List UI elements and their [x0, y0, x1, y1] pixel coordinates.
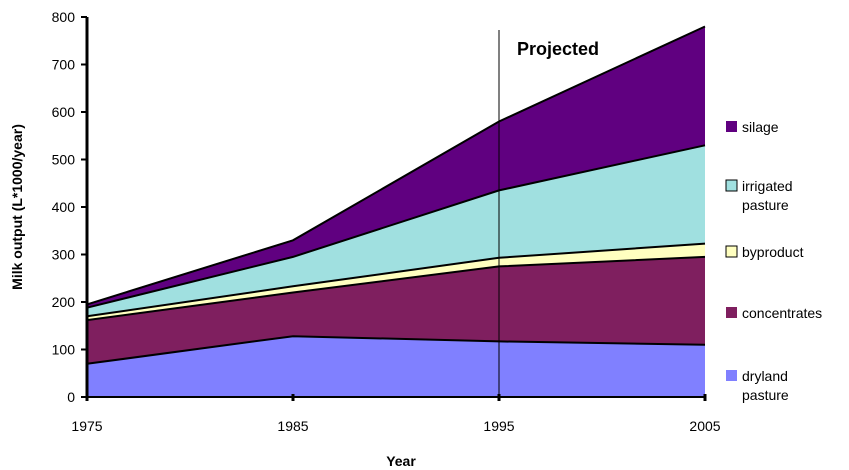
legend-swatch — [726, 307, 737, 318]
outline-byproduct — [86, 242, 706, 318]
outline-irrigated-pasture — [86, 144, 706, 309]
legend-swatch — [726, 121, 737, 132]
area-concentrates — [87, 256, 705, 364]
outline-silage — [86, 25, 706, 306]
y-tick-label: 500 — [52, 152, 76, 168]
y-tick-label: 400 — [52, 199, 76, 215]
x-tick-label: 1995 — [483, 418, 514, 434]
area-irrigated-pasture — [87, 145, 705, 317]
y-tick-label: 200 — [52, 294, 76, 310]
y-tick-label: 800 — [52, 9, 76, 25]
x-tick-label: 1985 — [277, 418, 308, 434]
legend-item-silage: silage — [726, 119, 779, 135]
area-layers — [87, 26, 705, 397]
y-tick-label: 100 — [52, 342, 76, 358]
area-silage — [87, 26, 705, 308]
area-dryland-pasture — [87, 336, 705, 397]
legend-label: irrigated pasture — [742, 178, 793, 213]
y-tick-label: 0 — [67, 389, 75, 405]
legend: silage irrigated pasture byproduct concentra… — [725, 119, 822, 403]
outline-dryland-pasture — [86, 335, 706, 365]
y-tick-label: 600 — [52, 104, 76, 120]
series-outlines — [86, 25, 706, 365]
legend-item-byproduct: byproduct — [725, 244, 804, 260]
projection-label: Projected — [517, 39, 599, 59]
legend-swatch — [726, 370, 737, 381]
x-axis-title: Year — [386, 453, 416, 469]
y-tick-label: 300 — [52, 247, 76, 263]
y-tick-label: 700 — [52, 57, 76, 73]
legend-label: byproduct — [742, 244, 804, 260]
x-tick-label: 1975 — [71, 418, 102, 434]
legend-item-dryland-pasture: dryland pasture — [726, 368, 789, 403]
legend-label: dryland pasture — [742, 368, 789, 403]
projection-annotation: Projected — [498, 30, 599, 397]
area-byproduct — [87, 243, 705, 321]
legend-swatch — [725, 245, 738, 258]
legend-item-concentrates: concentrates — [726, 305, 822, 321]
y-axis-title: Milk output (L*1000/year) — [9, 124, 25, 290]
outline-concentrates — [86, 255, 706, 322]
legend-swatch — [725, 179, 738, 192]
legend-label: silage — [742, 119, 779, 135]
legend-label: concentrates — [742, 305, 822, 321]
legend-item-irrigated-pasture: irrigated pasture — [725, 178, 793, 213]
x-tick-label: 2005 — [689, 418, 720, 434]
y-axis-ticks: 0 100 200 300 400 500 600 700 800 — [52, 9, 87, 405]
x-axis-ticks: 1975 1985 1995 2005 — [71, 394, 721, 434]
